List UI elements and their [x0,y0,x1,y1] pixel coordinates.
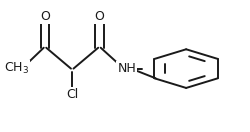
Text: CH$_3$: CH$_3$ [4,61,29,76]
Text: NH: NH [117,62,136,75]
Text: O: O [94,10,104,23]
Text: O: O [40,10,50,23]
Text: Cl: Cl [66,88,78,101]
